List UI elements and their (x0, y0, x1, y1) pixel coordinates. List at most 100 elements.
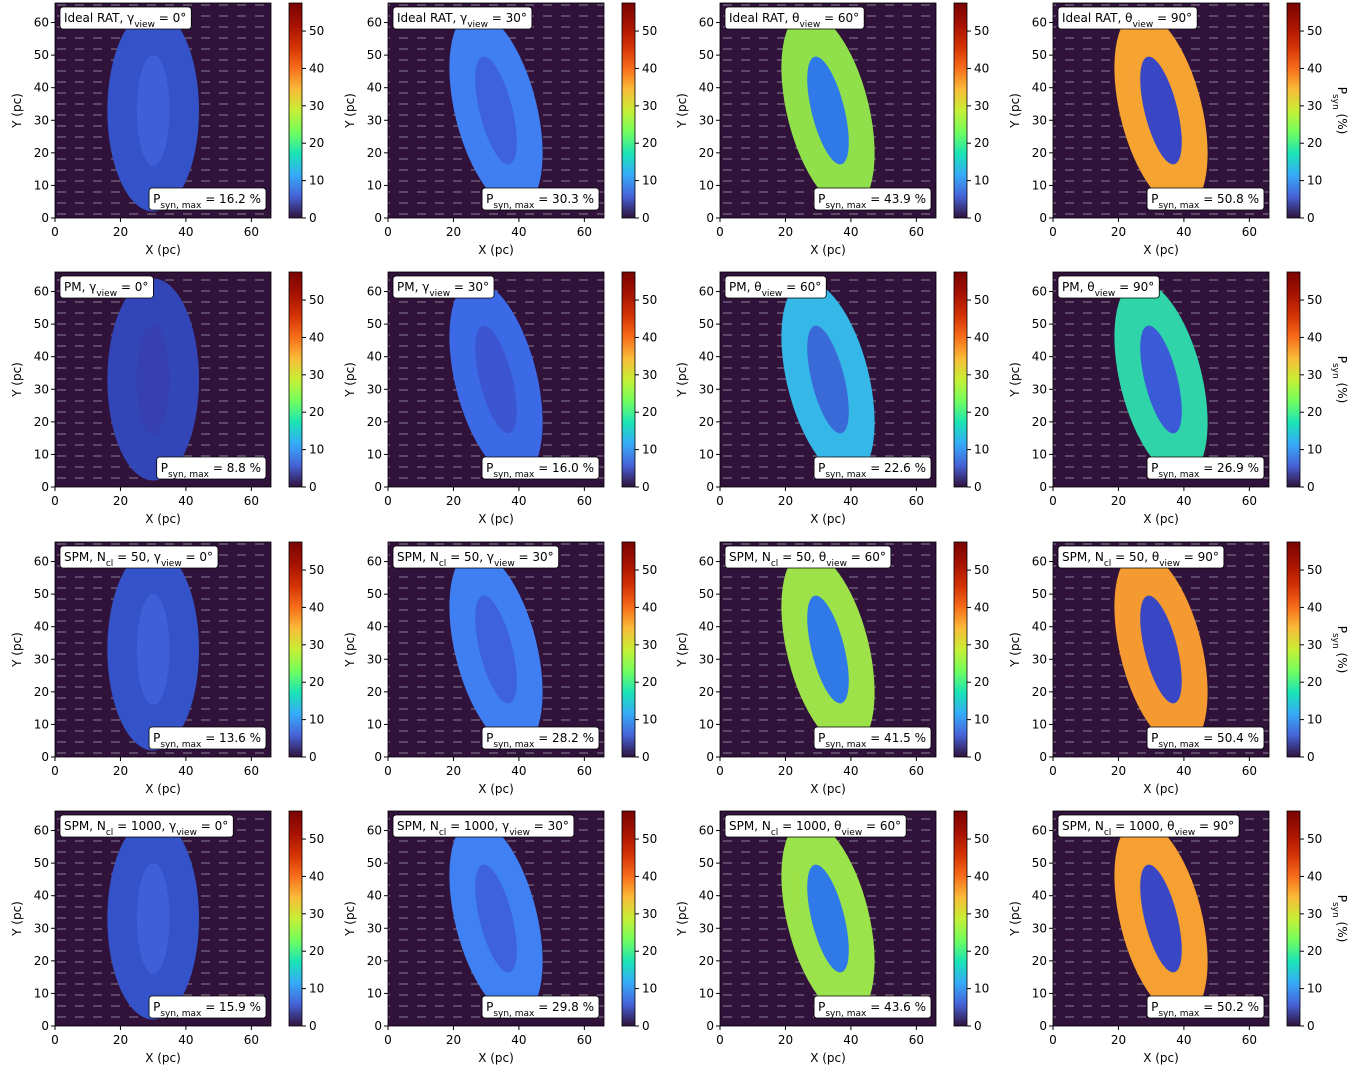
annotation-part: = 13.6 % (201, 731, 261, 745)
y-tick-label: 60 (1032, 555, 1047, 569)
y-tick-label: 30 (1032, 921, 1047, 935)
panel-title-part: cl (106, 828, 113, 838)
colorbar-tick-label: 20 (642, 136, 657, 150)
y-tick-label: 60 (367, 285, 382, 299)
panel-title-part: cl (439, 559, 446, 569)
y-tick-label: 60 (367, 16, 382, 30)
y-axis-label: Y (pc) (675, 901, 689, 937)
x-axis-label: X (pc) (145, 782, 181, 796)
title-box (1057, 275, 1160, 299)
x-tick-label: 20 (446, 1033, 461, 1047)
colorbar-tick-label: 10 (309, 174, 324, 188)
panel-title-part: = 1000, γ (446, 819, 509, 833)
annotation-part: P (818, 1000, 825, 1014)
x-axis-label: X (pc) (810, 243, 846, 257)
y-tick-label: 50 (34, 587, 49, 601)
y-tick-label: 50 (367, 587, 382, 601)
y-axis-label: Y (pc) (675, 362, 689, 398)
panel: 0 20 40 60 0 10 20 30 40 50 60 X (pc) Y (pc) PM, γvie… (10, 271, 324, 526)
map (1053, 542, 1269, 757)
panel-title-part: SPM, N (729, 819, 771, 833)
y-tick-label: 0 (374, 750, 382, 764)
y-tick-label: 10 (1032, 986, 1047, 1000)
annotation-box (148, 726, 267, 750)
y-tick-label: 40 (34, 889, 49, 903)
panel-title-part: Ideal RAT, γ (397, 11, 467, 25)
colorbar (621, 810, 636, 1027)
panel-title-part: PM, γ (397, 280, 429, 294)
annotation-part: P (161, 461, 168, 475)
annotation-box (156, 456, 267, 480)
colorbar-label-part: (%) (1335, 918, 1349, 943)
colorbar (288, 271, 303, 488)
panel-title-part: view (826, 559, 847, 569)
y-axis-label: Y (pc) (1008, 362, 1022, 398)
colorbar (953, 810, 968, 1027)
title-box (59, 545, 219, 569)
y-tick-label: 20 (34, 685, 49, 699)
annotation-part: syn, max (1158, 201, 1200, 211)
panel: 0 20 40 60 0 10 20 30 40 50 60 X (pc) Y (pc) SPM, Ncl… (1008, 541, 1349, 796)
y-tick-label: 50 (699, 856, 714, 870)
annotation-part: = 50.4 % (1199, 731, 1259, 745)
panel-title-part: SPM, N (64, 550, 106, 564)
colorbar (288, 541, 303, 758)
panel-title: Ideal RAT, γview = 0° (64, 11, 186, 30)
y-tick-label: 60 (699, 16, 714, 30)
title-box (724, 545, 892, 569)
panel: 0 20 40 60 0 10 20 30 40 50 60 X (pc) Y (pc) SPM, Ncl… (10, 810, 324, 1065)
cloud-mid (127, 600, 136, 641)
colorbar-tick-label: 40 (642, 600, 657, 614)
map (388, 542, 604, 757)
x-tick-label: 40 (511, 494, 526, 508)
annotation-part: P (153, 1000, 160, 1014)
y-tick-label: 50 (367, 317, 382, 331)
axes-frame (387, 271, 605, 488)
x-tick-label: 0 (716, 1033, 724, 1047)
annotation-part: = 50.2 % (1199, 1000, 1259, 1014)
y-tick-label: 50 (1032, 317, 1047, 331)
x-tick-label: 40 (843, 494, 858, 508)
cloud-mid (460, 869, 469, 910)
panel-title-part: view (1095, 289, 1116, 299)
cloud-core (136, 55, 170, 166)
x-tick-label: 40 (511, 1033, 526, 1047)
annotation: Psyn, max = 43.9 % (818, 192, 926, 211)
axes-frame (719, 271, 937, 488)
annotation-box (1146, 995, 1265, 1019)
colorbar-label: Psyn (%) (1330, 895, 1349, 943)
colorbar-tick-label: 20 (974, 405, 989, 419)
y-tick-label: 40 (34, 81, 49, 95)
colorbar-tick-label: 30 (642, 638, 657, 652)
colorbar-tick-label: 10 (974, 174, 989, 188)
annotation-part: syn, max (493, 1009, 535, 1019)
axes-frame (1052, 541, 1270, 758)
x-tick-label: 0 (51, 225, 59, 239)
colorbar-tick-label: 40 (309, 330, 324, 344)
annotation-part: = 26.9 % (1199, 461, 1259, 475)
panel-title-part: SPM, N (1062, 819, 1104, 833)
y-tick-label: 0 (374, 211, 382, 225)
cloud-core (807, 56, 849, 165)
y-tick-label: 30 (367, 382, 382, 396)
colorbar-tick-label: 50 (1307, 832, 1322, 846)
x-tick-label: 60 (577, 1033, 592, 1047)
annotation-part: syn, max (1158, 740, 1200, 750)
x-tick-label: 60 (1242, 494, 1257, 508)
panel-title-part: Ideal RAT, θ (729, 11, 799, 25)
axes-frame (54, 2, 272, 219)
x-tick-label: 60 (577, 494, 592, 508)
colorbar-tick-label: 50 (974, 24, 989, 38)
panel-title: SPM, Ncl = 1000, γview = 0° (64, 819, 228, 838)
colorbar-tick-label: 30 (642, 907, 657, 921)
colorbar-tick-label: 50 (642, 832, 657, 846)
panel-title: Ideal RAT, θview = 60° (729, 11, 859, 30)
x-tick-label: 20 (446, 225, 461, 239)
annotation: Psyn, max = 43.6 % (818, 1000, 926, 1019)
annotation-part: P (153, 731, 160, 745)
annotation: Psyn, max = 22.6 % (818, 461, 926, 480)
colorbar-tick-label: 40 (974, 61, 989, 75)
map (55, 3, 271, 218)
panel-title-part: cl (106, 559, 113, 569)
